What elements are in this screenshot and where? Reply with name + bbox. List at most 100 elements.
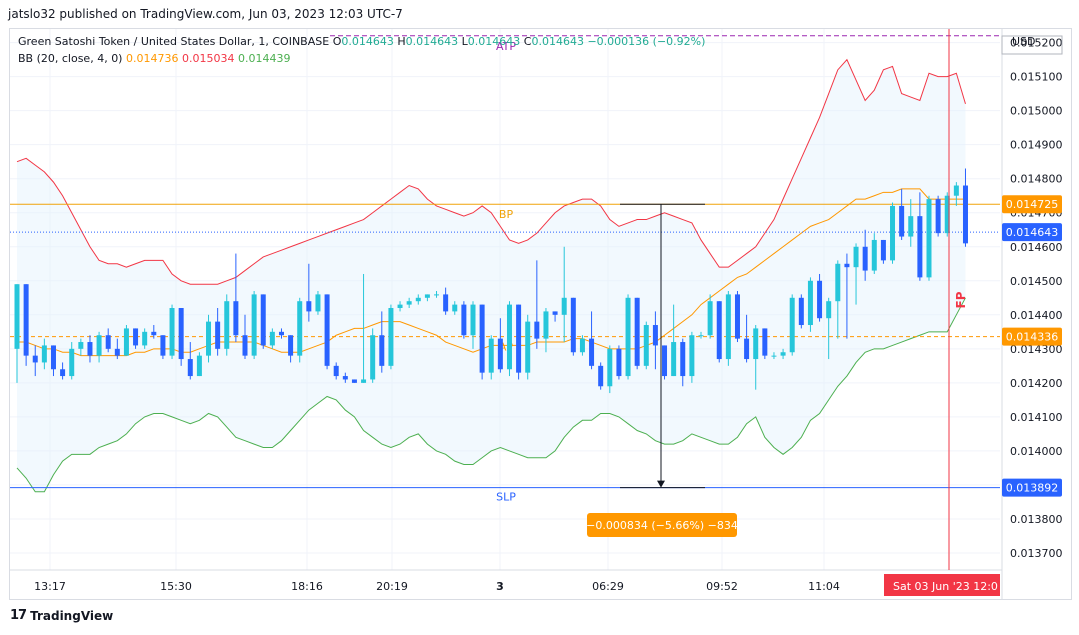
candle-body	[388, 308, 394, 366]
candle-body	[233, 301, 239, 336]
candle-body	[634, 297, 640, 366]
candle-body	[187, 359, 193, 377]
x-tick-label: 13:17	[34, 580, 66, 593]
candle-body	[169, 308, 175, 356]
candle-body	[789, 297, 795, 353]
candle-body	[725, 294, 731, 360]
candle-body	[96, 335, 102, 356]
candle-body	[853, 246, 859, 268]
candle-body	[434, 294, 440, 296]
candle-body	[251, 294, 257, 356]
candle-body	[260, 294, 266, 346]
candle-body	[415, 297, 421, 302]
candle-body	[151, 331, 157, 336]
candle-body	[196, 355, 202, 377]
candle-body	[23, 284, 29, 356]
candle-body	[14, 284, 20, 349]
y-tick-label: 0.014000	[1010, 445, 1063, 458]
high-value: 0.014643	[405, 35, 459, 48]
time-cursor-box	[884, 574, 1000, 596]
candle-body	[926, 199, 932, 278]
candle-body	[215, 321, 221, 349]
candle-body	[105, 335, 111, 349]
price-badge	[1002, 478, 1062, 497]
tradingview-logo-icon: 17	[10, 608, 27, 623]
candle-body	[944, 195, 950, 234]
bp-label: BP	[499, 208, 514, 221]
measure-label-box	[587, 513, 737, 537]
candle-body	[78, 342, 84, 349]
low-label: L	[461, 35, 468, 48]
y-tick-label: 0.014900	[1010, 139, 1063, 152]
candle-body	[32, 355, 38, 363]
candle-body	[160, 335, 166, 356]
candle-body	[424, 294, 430, 298]
bollinger-legend[interactable]: BB (20, close, 4, 0) 0.014736 0.015034 0…	[18, 52, 290, 65]
candle-body	[561, 297, 567, 315]
candle-body	[506, 304, 512, 370]
y-tick-label: 0.014600	[1010, 241, 1063, 254]
candle-body	[598, 365, 604, 387]
candle-body	[278, 331, 284, 336]
measure-label: −0.000834 (−5.66%) −834	[586, 519, 738, 532]
price-badge-label: 0.014336	[1006, 331, 1059, 344]
candle-body	[178, 308, 184, 360]
candle-body	[516, 304, 522, 373]
candle-body	[342, 376, 348, 380]
candle-body	[817, 280, 823, 319]
x-tick-label: 18:16	[291, 580, 323, 593]
candle-body	[470, 304, 476, 336]
candle-body	[461, 304, 467, 336]
x-tick-label: 20:19	[376, 580, 408, 593]
candle-body	[744, 338, 750, 360]
candle-body	[206, 321, 212, 356]
x-tick-label: 09:52	[706, 580, 738, 593]
candle-body	[826, 301, 832, 319]
bb-label[interactable]: BB (20, close, 4, 0)	[18, 52, 123, 65]
candle-body	[534, 321, 540, 339]
bb-lower-value: 0.014439	[237, 52, 291, 65]
candle-body	[87, 342, 93, 356]
footer-brand[interactable]: 17 TradingView	[10, 608, 113, 623]
candle-body	[953, 185, 959, 196]
symbol-legend[interactable]: Green Satoshi Token / United States Doll…	[18, 35, 705, 48]
brand-name: TradingView	[30, 608, 114, 623]
candle-body	[570, 297, 576, 353]
published-header: jatslo32 published on TradingView.com, J…	[8, 7, 403, 21]
candle-body	[379, 335, 385, 366]
y-tick-label: 0.013700	[1010, 547, 1063, 560]
open-value: 0.014643	[341, 35, 394, 48]
candle-body	[224, 301, 230, 349]
price-badge	[1002, 223, 1062, 242]
candle-body	[361, 379, 367, 383]
candle-body	[288, 335, 294, 356]
measure-arrowhead-icon	[657, 480, 665, 488]
candle-body	[616, 348, 622, 377]
atp-label: ATP	[496, 40, 516, 53]
price-badge-label: 0.014643	[1006, 226, 1059, 239]
close-value: 0.014643	[531, 35, 584, 48]
candle-body	[844, 263, 850, 268]
candle-body	[962, 185, 968, 244]
change-value: −0.000136 (−0.92%)	[587, 35, 706, 48]
candle-body	[680, 342, 686, 377]
symbol-name[interactable]: Green Satoshi Token / United States Doll…	[18, 35, 330, 48]
candle-body	[50, 345, 56, 370]
y-tick-label: 0.014200	[1010, 377, 1063, 390]
candle-body	[671, 342, 677, 377]
candle-body	[133, 328, 139, 346]
x-tick-label: 11:04	[808, 580, 840, 593]
candle-body	[41, 345, 47, 363]
candle-body	[479, 304, 485, 373]
candle-body	[60, 369, 66, 377]
candle-body	[552, 311, 558, 315]
candle-body	[734, 294, 740, 339]
candle-body	[607, 348, 613, 387]
fp-label: FP	[954, 291, 968, 308]
candle-body	[698, 335, 704, 337]
candle-body	[315, 294, 321, 312]
candle-body	[798, 297, 804, 326]
candle-body	[762, 328, 768, 356]
bb-basis-value: 0.014736	[125, 52, 179, 65]
